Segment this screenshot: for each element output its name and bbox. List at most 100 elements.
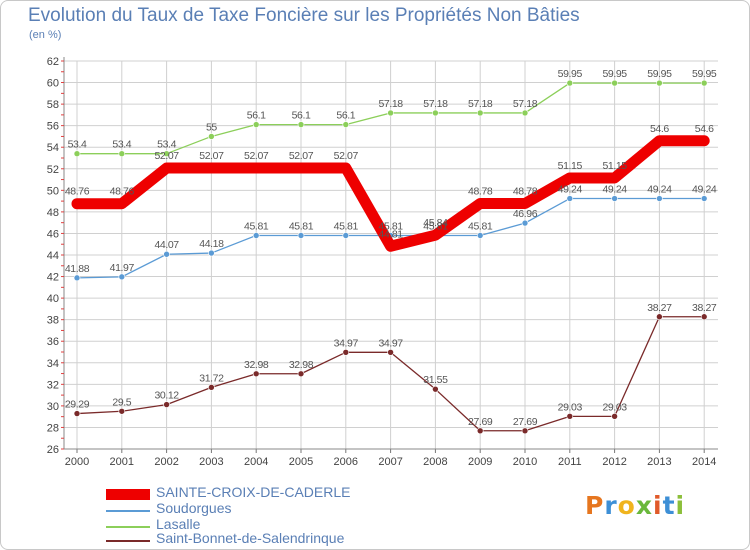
x-tick-label-2009: 2009 xyxy=(468,456,492,468)
point-saint-bonnet-de-salendrinque-2009 xyxy=(476,427,484,435)
point-lasalle-2003 xyxy=(208,133,215,140)
point-soudorgues-2010 xyxy=(521,219,529,227)
x-tick-label-2008: 2008 xyxy=(423,456,447,468)
x-tick-label-2012: 2012 xyxy=(602,456,626,468)
point-saint-bonnet-de-salendrinque-2002 xyxy=(163,401,170,408)
point-saint-bonnet-de-salendrinque-2007 xyxy=(387,349,394,356)
point-saint-bonnet-de-salendrinque-2004 xyxy=(252,370,260,378)
point-lasalle-2008 xyxy=(432,109,439,117)
data-label-saint-bonnet-de-salendrinque-2004: 32.98 xyxy=(244,359,269,371)
data-label-sainte-croix-de-caderle-2005: 52.07 xyxy=(289,150,314,162)
y-tick-label-34: 34 xyxy=(47,358,59,370)
data-label-saint-bonnet-de-salendrinque-2009: 27.69 xyxy=(468,416,493,428)
point-saint-bonnet-de-salendrinque-2014 xyxy=(700,313,708,321)
legend-swatch-soudorgues xyxy=(106,510,150,512)
point-saint-bonnet-de-salendrinque-2005 xyxy=(297,370,305,378)
point-sainte-croix-de-caderle-2004 xyxy=(252,164,261,173)
logo-letter: i xyxy=(653,491,663,520)
point-lasalle-2000 xyxy=(73,150,81,157)
point-soudorgues-2001 xyxy=(118,273,126,281)
data-label-lasalle-2009: 57.18 xyxy=(468,98,493,110)
data-label-saint-bonnet-de-salendrinque-2002: 30.12 xyxy=(154,390,179,402)
point-sainte-croix-de-caderle-2003 xyxy=(207,164,216,173)
y-tick-label-40: 40 xyxy=(47,293,59,305)
logo-letter: i xyxy=(675,491,686,520)
point-saint-bonnet-de-salendrinque-2001 xyxy=(118,407,126,415)
data-label-saint-bonnet-de-salendrinque-2011: 29.03 xyxy=(558,401,583,413)
logo-letter: P xyxy=(585,491,605,520)
data-label-saint-bonnet-de-salendrinque-2007: 34.97 xyxy=(378,337,403,349)
point-sainte-croix-de-caderle-2006 xyxy=(341,164,350,173)
data-label-sainte-croix-de-caderle-2014: 54.6 xyxy=(695,123,714,135)
data-label-soudorgues-2004: 45.81 xyxy=(244,220,269,232)
logo-letter: t xyxy=(662,491,676,520)
point-sainte-croix-de-caderle-2005 xyxy=(297,164,305,173)
y-tick-label-28: 28 xyxy=(47,422,59,434)
point-soudorgues-2013 xyxy=(656,195,663,202)
logo-letter: o xyxy=(617,491,636,520)
point-soudorgues-2011 xyxy=(566,195,574,202)
point-sainte-croix-de-caderle-2007 xyxy=(386,242,395,251)
axes: 26 28 30 32 34 36 38 40 42 44 46 48 50 52 54 56 58 60 62 20… xyxy=(47,56,718,468)
data-label-saint-bonnet-de-salendrinque-2010: 27.69 xyxy=(513,416,538,428)
x-tick-label-2011: 2011 xyxy=(558,456,582,468)
x-tick-label-2005: 2005 xyxy=(289,456,313,468)
x-tick-label-2013: 2013 xyxy=(647,456,671,468)
logo-letter: r xyxy=(604,491,618,520)
y-tick-label-50: 50 xyxy=(47,185,59,197)
data-label-soudorgues-2009: 45.81 xyxy=(468,220,493,232)
point-soudorgues-2004 xyxy=(252,232,260,239)
point-lasalle-2012 xyxy=(611,79,618,87)
data-label-soudorgues-2012: 49.24 xyxy=(602,184,627,196)
data-label-sainte-croix-de-caderle-2007: 44.81 xyxy=(378,228,403,240)
point-sainte-croix-de-caderle-2002 xyxy=(162,164,171,173)
point-lasalle-2004 xyxy=(252,121,260,128)
data-label-soudorgues-2007: 45.81 xyxy=(378,220,403,232)
legend-label-soudorgues: Soudorgues xyxy=(156,500,232,516)
point-sainte-croix-de-caderle-2011 xyxy=(565,173,574,182)
y-tick-label-32: 32 xyxy=(47,379,59,391)
data-label-lasalle-2012: 59.95 xyxy=(602,68,627,80)
data-label-lasalle-2001: 53.4 xyxy=(112,139,131,151)
y-tick-label-52: 52 xyxy=(47,164,59,176)
y-tick-label-60: 60 xyxy=(47,78,59,90)
data-label-sainte-croix-de-caderle-2006: 52.07 xyxy=(334,150,359,162)
data-label-soudorgues-2001: 41.97 xyxy=(110,262,135,274)
data-label-lasalle-2003: 55 xyxy=(206,121,217,133)
point-sainte-croix-de-caderle-2000 xyxy=(73,199,81,208)
point-saint-bonnet-de-salendrinque-2006 xyxy=(342,349,350,356)
point-saint-bonnet-de-salendrinque-2011 xyxy=(566,413,574,420)
legend-label-saint-bonnet: Saint-Bonnet-de-Salendrinque xyxy=(156,530,345,546)
point-sainte-croix-de-caderle-2010 xyxy=(521,199,529,208)
chart-title: Evolution du Taux de Taxe Foncière sur l… xyxy=(28,5,580,26)
data-label-soudorgues-2014: 49.24 xyxy=(692,184,717,196)
data-label-soudorgues-2006: 45.81 xyxy=(334,220,359,232)
point-lasalle-2010 xyxy=(521,109,529,117)
point-lasalle-2001 xyxy=(118,150,126,157)
x-tick-label-2010: 2010 xyxy=(513,456,537,468)
data-label-soudorgues-2003: 44.18 xyxy=(199,238,224,250)
data-label-lasalle-2010: 57.18 xyxy=(513,98,538,110)
data-label-lasalle-2006: 56.1 xyxy=(336,110,355,122)
unit-label: (en %) xyxy=(29,29,62,41)
data-label-sainte-croix-de-caderle-2008: 45.84 xyxy=(423,217,448,229)
y-tick-label-46: 46 xyxy=(47,228,59,240)
point-sainte-croix-de-caderle-2008 xyxy=(431,231,440,240)
y-tick-label-38: 38 xyxy=(47,315,59,327)
point-lasalle-2009 xyxy=(476,109,484,117)
data-label-sainte-croix-de-caderle-2011: 51.15 xyxy=(558,160,583,172)
y-tick-label-30: 30 xyxy=(47,401,59,413)
data-label-sainte-croix-de-caderle-2002: 52.07 xyxy=(154,150,179,162)
point-saint-bonnet-de-salendrinque-2008 xyxy=(432,385,439,393)
legend-label-sainte-croix: SAINTE-CROIX-DE-CADERLE xyxy=(156,484,351,500)
data-label-soudorgues-2010: 46.96 xyxy=(513,208,538,220)
point-soudorgues-2006 xyxy=(342,232,350,239)
y-tick-label-48: 48 xyxy=(47,207,59,219)
point-lasalle-2013 xyxy=(656,79,663,87)
point-sainte-croix-de-caderle-2012 xyxy=(610,173,619,182)
point-sainte-croix-de-caderle-2009 xyxy=(476,199,485,208)
data-label-saint-bonnet-de-salendrinque-2003: 31.72 xyxy=(199,372,224,384)
y-tick-label-42: 42 xyxy=(47,272,59,284)
point-soudorgues-2005 xyxy=(297,232,305,239)
